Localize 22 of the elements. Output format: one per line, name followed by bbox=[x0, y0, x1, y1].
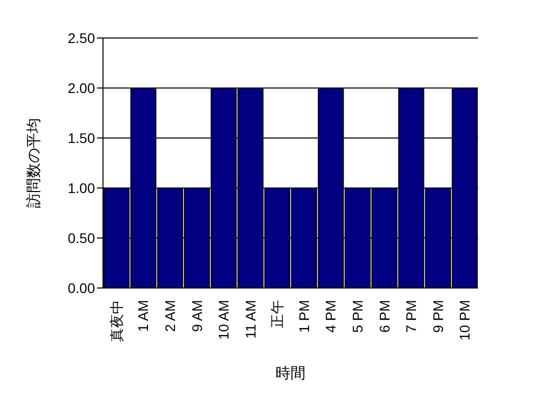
x-tick-label: 1 PM bbox=[296, 300, 312, 333]
x-tick-label: 9 AM bbox=[188, 300, 205, 332]
y-tick-label: 0.00 bbox=[68, 280, 96, 296]
x-tick-label: 7 PM bbox=[403, 300, 420, 333]
x-tick-label: 6 PM bbox=[376, 300, 392, 333]
x-tick-label: 10 AM bbox=[216, 300, 232, 340]
y-tick-label: 0.50 bbox=[68, 230, 96, 246]
x-tick-label: 10 PM bbox=[456, 300, 473, 340]
x-tick-label: 1 AM bbox=[135, 300, 152, 332]
y-tick-label: 1.00 bbox=[68, 180, 96, 196]
x-tick-label: 4 PM bbox=[322, 300, 339, 333]
x-tick-label: 真夜中 bbox=[108, 300, 124, 342]
y-tick-label: 2.00 bbox=[68, 80, 96, 96]
x-tick-label: 正午 bbox=[269, 300, 286, 328]
y-axis-title: 訪問数の平均 bbox=[25, 118, 42, 208]
x-tick-label: 2 AM bbox=[162, 300, 178, 332]
y-tick-label: 1.50 bbox=[68, 130, 96, 146]
x-tick-label: 9 PM bbox=[430, 300, 446, 333]
x-tick-label: 5 PM bbox=[349, 300, 366, 333]
x-axis-title: 時間 bbox=[276, 365, 306, 382]
y-tick-label: 2.50 bbox=[68, 30, 96, 46]
x-tick-label: 11 AM bbox=[242, 300, 258, 339]
